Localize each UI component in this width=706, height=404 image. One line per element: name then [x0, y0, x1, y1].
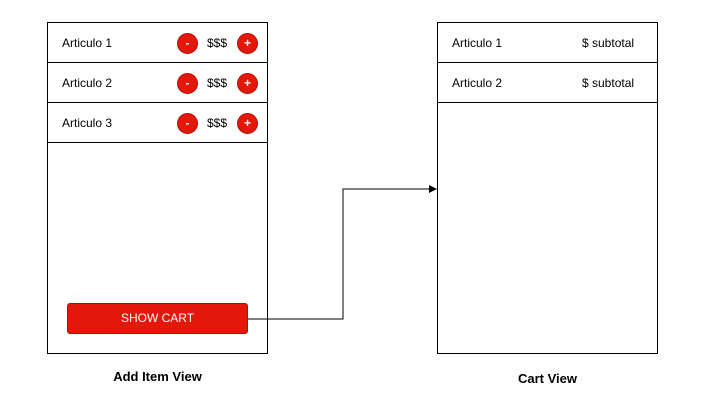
plus-button[interactable]: +: [237, 113, 258, 134]
connector-line: [248, 188, 430, 320]
cart-item-label: Articulo 2: [452, 76, 503, 90]
item-row-1: Articulo 1 - $$$ +: [48, 23, 267, 63]
minus-button[interactable]: -: [177, 33, 198, 54]
item-price: $$$: [207, 116, 228, 130]
add-item-view-frame: Articulo 1 - $$$ + Articulo 2 - $$$ + Ar…: [47, 22, 268, 354]
item-label: Articulo 1: [62, 36, 113, 50]
add-item-view-caption: Add Item View: [113, 369, 202, 384]
item-row-3: Articulo 3 - $$$ +: [48, 103, 267, 143]
show-cart-button[interactable]: SHOW CART: [67, 303, 248, 334]
plus-button[interactable]: +: [237, 33, 258, 54]
item-label: Articulo 3: [62, 116, 113, 130]
arrow-right-icon: [429, 185, 437, 193]
cart-view-caption: Cart View: [517, 371, 577, 386]
item-row-2: Articulo 2 - $$$ +: [48, 63, 267, 103]
minus-button[interactable]: -: [177, 113, 198, 134]
cart-row-1: Articulo 1 $ subtotal: [438, 23, 657, 63]
cart-view-frame: Articulo 1 $ subtotal Articulo 2 $ subto…: [437, 22, 658, 354]
cart-item-subtotal: $ subtotal: [582, 76, 635, 90]
plus-button[interactable]: +: [237, 73, 258, 94]
minus-button[interactable]: -: [177, 73, 198, 94]
cart-row-2: Articulo 2 $ subtotal: [438, 63, 657, 103]
item-price: $$$: [207, 36, 228, 50]
item-price: $$$: [207, 76, 228, 90]
item-label: Articulo 2: [62, 76, 113, 90]
cart-item-subtotal: $ subtotal: [582, 36, 635, 50]
cart-item-label: Articulo 1: [452, 36, 503, 50]
